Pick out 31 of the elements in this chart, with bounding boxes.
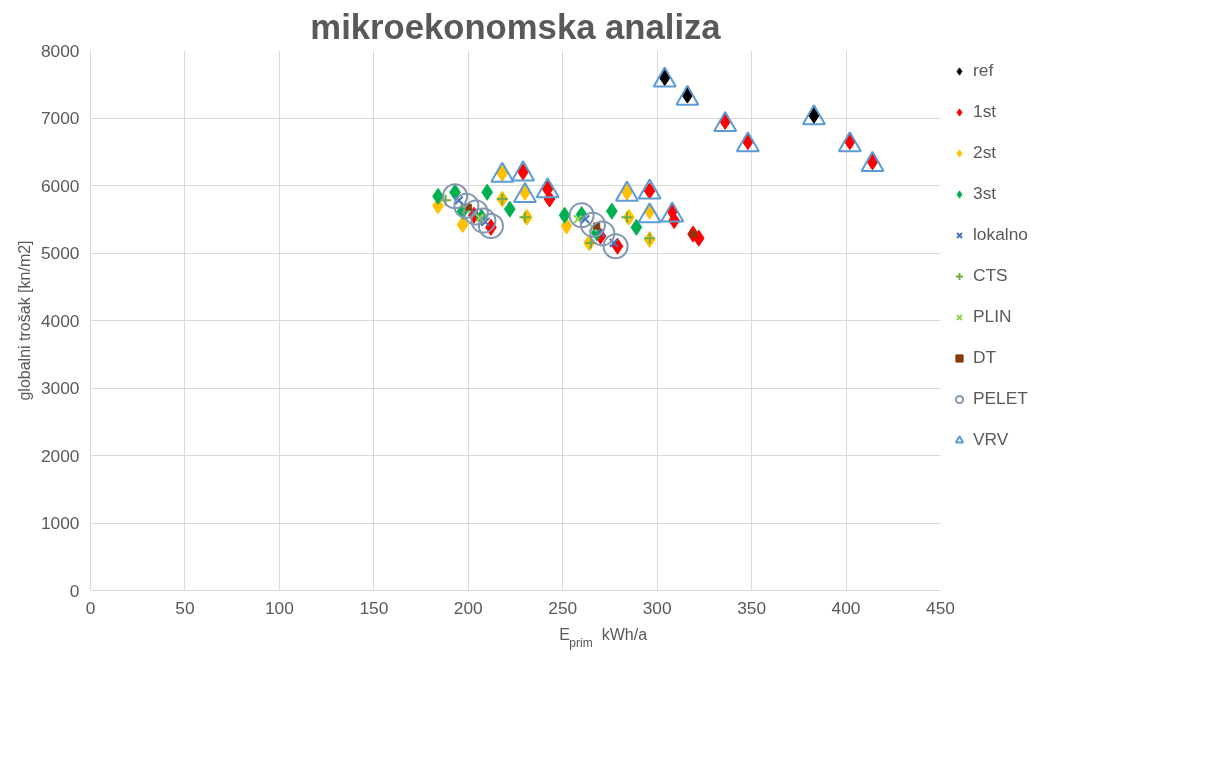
- y-axis-title: globalni trošak [kn/m2]: [15, 240, 33, 401]
- legend-label: 3st: [973, 183, 997, 204]
- y-tick-label: 0: [69, 580, 80, 601]
- x-tick-label: 250: [548, 597, 578, 618]
- y-tick-label: 5000: [40, 243, 80, 263]
- chart-title: mikroekonomska analiza: [310, 7, 722, 46]
- y-tick-label: 3000: [40, 378, 80, 398]
- legend-label: PELET: [973, 388, 1028, 409]
- x-tick-label: 50: [175, 597, 195, 618]
- legend-label: 2st: [973, 142, 997, 163]
- x-tick-label: 350: [737, 597, 767, 618]
- x-tick-label: 0: [85, 597, 96, 618]
- x-tick-label: 100: [264, 597, 294, 618]
- legend-label: CTS: [973, 265, 1008, 286]
- y-tick-label: 1000: [40, 513, 80, 533]
- y-tick-label: 2000: [40, 445, 80, 466]
- legend-label: VRV: [973, 429, 1009, 450]
- x-tick-label: 400: [831, 597, 861, 618]
- legend-label: lokalno: [973, 224, 1028, 245]
- legend-label: DT: [973, 347, 997, 368]
- legend-label: 1st: [973, 101, 997, 122]
- legend-label: PLIN: [973, 306, 1012, 327]
- legend-label: ref: [973, 60, 994, 81]
- x-tick-label: 150: [359, 597, 389, 618]
- x-tick-label: 450: [926, 597, 955, 618]
- y-tick-label: 8000: [40, 40, 80, 61]
- x-tick-label: 300: [642, 597, 672, 618]
- y-tick-label: 4000: [40, 310, 80, 331]
- y-tick-label: 7000: [40, 108, 80, 128]
- y-tick-label: 6000: [40, 175, 80, 196]
- x-tick-label: 200: [453, 597, 483, 618]
